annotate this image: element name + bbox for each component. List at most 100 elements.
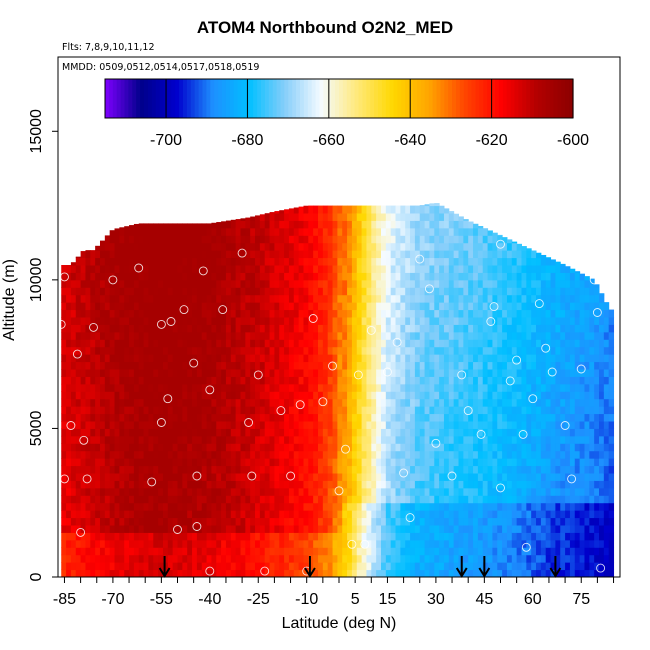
field-cell [502,562,508,571]
field-cell [288,272,295,281]
field-cell [356,517,363,526]
field-cell [492,539,498,548]
field-cell [531,421,537,429]
field-cell [487,376,493,385]
field-cell [550,391,556,400]
field-cell [129,554,135,563]
field-cell [274,279,280,288]
field-cell [187,324,193,333]
field-cell [187,495,193,504]
field-cell [162,562,169,571]
field-cell [148,376,154,385]
field-cell [109,346,116,355]
field-cell [124,569,130,578]
field-cell [138,272,145,281]
field-cell [250,502,256,511]
field-cell [439,250,445,259]
field-cell [487,279,493,288]
field-cell [502,502,508,511]
field-cell [124,227,130,236]
field-cell [187,383,193,392]
field-cell [453,487,459,496]
field-cell [288,220,295,229]
field-cell [536,428,542,437]
field-cell [318,473,324,481]
field-cell [99,376,106,385]
field-cell [90,354,96,363]
field-cell [550,346,556,355]
field-cell [550,443,556,452]
field-cell [540,383,547,392]
field-cell [492,465,498,474]
field-cell [206,250,212,259]
field-cell [284,354,290,363]
field-cell [187,250,193,259]
field-cell [240,450,246,459]
field-cell [196,473,203,481]
field-cell [439,361,445,370]
field-cell [114,443,120,452]
field-cell [158,398,164,407]
field-cell [255,413,261,422]
field-cell [167,257,174,266]
field-cell [259,227,266,236]
field-cell [492,309,498,318]
field-cell [371,421,377,429]
field-cell [473,480,479,489]
field-cell [109,398,116,407]
field-cell [405,391,411,400]
field-cell [405,317,411,325]
field-cell [90,257,96,266]
field-cell [351,391,358,400]
field-cell [153,279,159,288]
field-cell [511,294,518,303]
field-cell [153,539,159,548]
field-cell [162,242,169,251]
field-cell [255,525,261,533]
field-cell [95,480,101,489]
field-cell [162,465,169,474]
field-cell [313,220,319,229]
field-cell [284,487,290,496]
field-cell [162,339,169,348]
field-cell [506,547,513,556]
field-cell [477,473,484,481]
field-cell [506,287,513,296]
field-cell [225,532,232,541]
field-cell [259,324,266,333]
field-cell [448,309,455,318]
field-cell [410,279,416,288]
field-cell [380,287,387,296]
field-cell [448,510,455,519]
field-cell [129,361,135,370]
field-cell [410,569,416,578]
field-cell [308,227,314,236]
field-cell [211,562,217,571]
field-cell [376,539,382,548]
field-cell [109,480,116,489]
field-cell [424,443,430,452]
field-cell [531,562,537,571]
field-cell [347,272,353,281]
field-cell [477,487,484,496]
field-cell [66,569,72,578]
field-cell [521,376,527,385]
field-cell [434,450,440,459]
field-cell [133,458,140,467]
field-cell [482,265,489,273]
field-cell [187,547,193,556]
field-cell [332,339,338,348]
field-cell [526,331,532,340]
field-cell [90,391,96,400]
field-cell [182,346,188,355]
field-cell [61,465,67,474]
field-cell [225,369,232,377]
field-cell [395,562,401,571]
field-cell [429,435,435,444]
field-cell [521,465,527,474]
field-cell [303,465,309,474]
field-cell [201,406,208,415]
field-cell [516,265,522,273]
field-cell [235,361,241,370]
